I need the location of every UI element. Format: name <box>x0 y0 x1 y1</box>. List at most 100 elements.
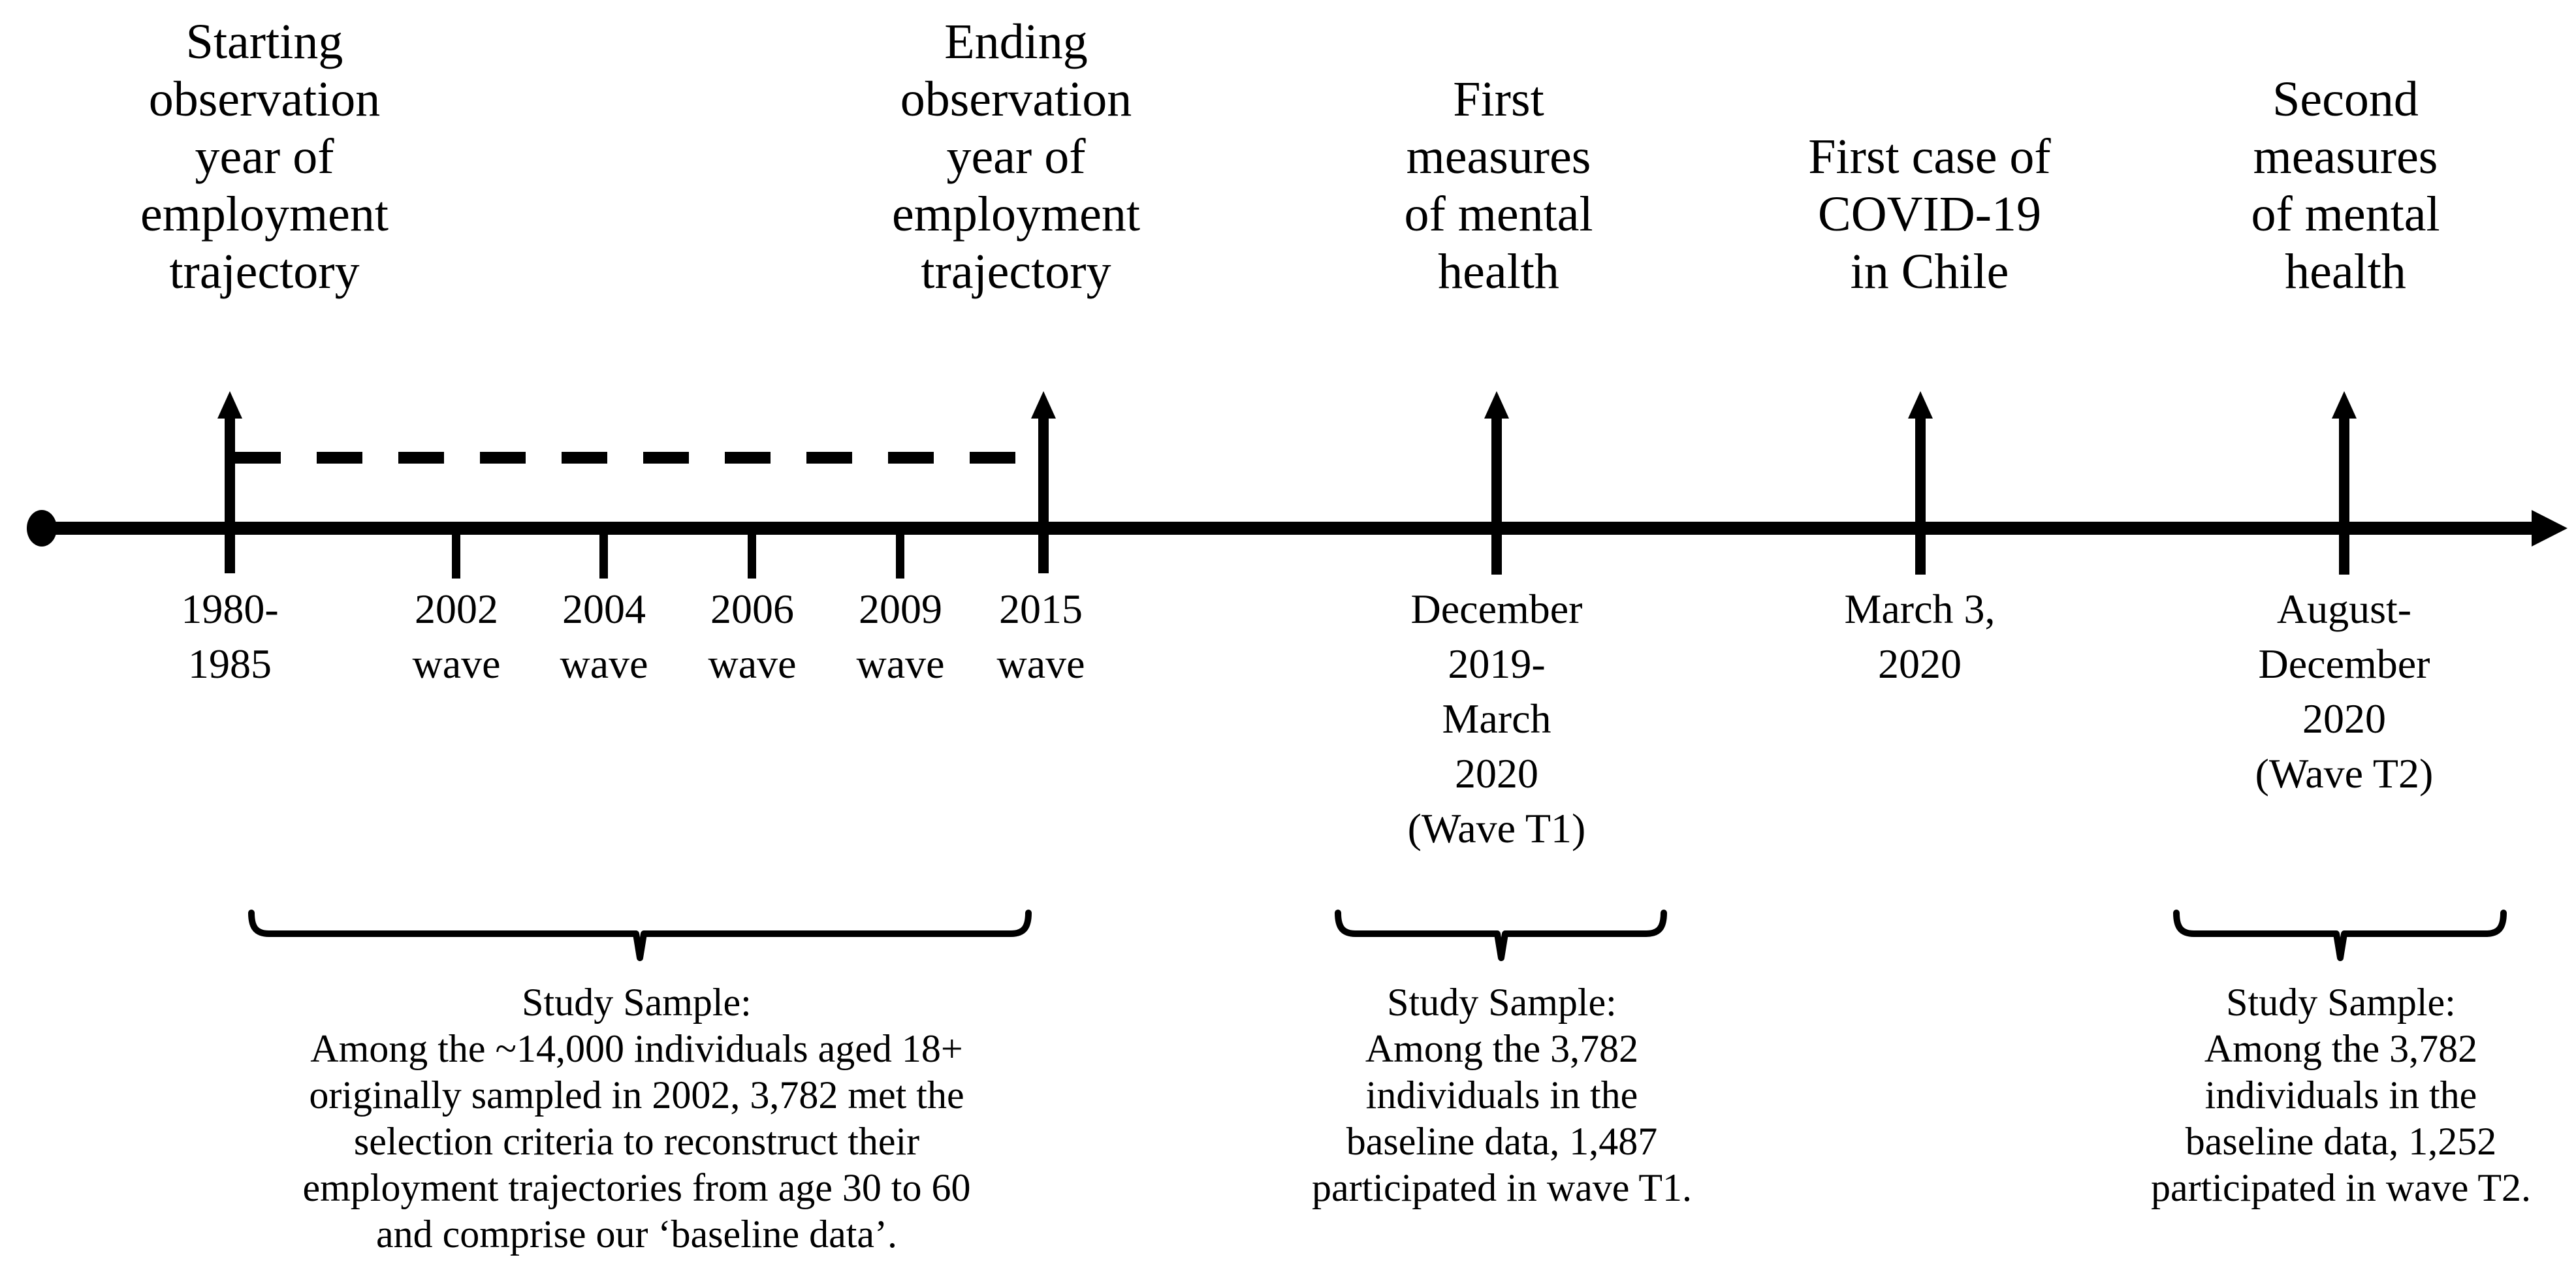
text-line: 1985 <box>188 641 272 687</box>
text-line: 2009 <box>859 586 942 632</box>
arrow-shaft <box>1038 415 1049 573</box>
text-line: employment <box>140 187 389 242</box>
note-baseline-sample: Study Sample: Among the ~14,000 individua… <box>302 979 970 1258</box>
event-arrow-wave-t1 <box>1484 391 1509 575</box>
text-line: employment trajectories from age 30 to 6… <box>302 1166 971 1209</box>
brace-baseline-sample <box>248 910 1032 961</box>
text-line: measures <box>2253 129 2438 184</box>
text-line: 2002 <box>415 586 498 632</box>
text-line: wave <box>856 641 945 687</box>
text-line: employment <box>892 187 1140 242</box>
text-line: selection criteria to reconstruct their <box>353 1120 920 1163</box>
text-line: Study Sample: <box>522 981 752 1024</box>
arrow-head <box>217 391 242 419</box>
arrow-head <box>1908 391 1933 419</box>
text-line: baseline data, 1,252 <box>2185 1120 2497 1163</box>
text-line: Among the ~14,000 individuals aged 18+ <box>310 1027 963 1070</box>
text-line: year of <box>195 129 334 184</box>
text-line: of mental <box>1404 187 1593 242</box>
text-line: December <box>1410 586 1583 632</box>
text-line: First case of <box>1808 129 2051 184</box>
text-line: 2020 <box>1455 750 1538 797</box>
tick-2002 <box>452 528 460 579</box>
text-line: Ending <box>944 14 1088 69</box>
point-label-2004-wave: 2004 wave <box>560 582 648 691</box>
text-line: 2006 <box>710 586 794 632</box>
arrow-shaft <box>1491 415 1502 575</box>
note-t2-sample: Study Sample: Among the 3,782 individuals … <box>2151 979 2531 1211</box>
text-line: Starting <box>185 14 343 69</box>
text-line: 2004 <box>562 586 646 632</box>
text-line: baseline data, 1,487 <box>1346 1120 1658 1163</box>
annotation-first-covid-case: First case of COVID-19 in Chile <box>1808 128 2050 300</box>
arrow-head <box>1031 391 1056 419</box>
timeline-axis-arrowhead <box>2532 510 2568 547</box>
text-line: First <box>1453 72 1544 127</box>
annotation-starting-observation: Starting observation year of employment traj… <box>140 13 389 300</box>
event-arrow-2015 <box>1031 391 1056 573</box>
brace-t2-sample <box>2173 910 2507 961</box>
annotation-second-measures: Second measures of mental health <box>2251 71 2440 300</box>
text-line: March <box>1442 695 1551 742</box>
text-line: wave <box>412 641 501 687</box>
text-line: wave <box>708 641 797 687</box>
arrow-head <box>2332 391 2357 419</box>
text-line: observation <box>900 72 1132 127</box>
point-label-wave-t2: August- December 2020 (Wave T2) <box>2255 582 2434 801</box>
text-line: Among the 3,782 <box>2204 1027 2478 1070</box>
text-line: 2019- <box>1448 641 1546 687</box>
point-label-2009-wave: 2009 wave <box>856 582 944 691</box>
text-line: March 3, <box>1844 586 1996 632</box>
text-line: Among the 3,782 <box>1365 1027 1639 1070</box>
brace-t1-sample <box>1335 910 1667 961</box>
arrow-shaft <box>1915 415 1926 575</box>
timeline-axis <box>29 522 2532 535</box>
arrow-head <box>1484 391 1509 419</box>
annotation-first-measures: First measures of mental health <box>1404 71 1593 300</box>
text-line: December <box>2258 641 2430 687</box>
text-line: (Wave T1) <box>1407 805 1586 851</box>
text-line: observation <box>148 72 381 127</box>
text-line: in Chile <box>1850 244 2009 299</box>
arrow-shaft <box>225 415 235 573</box>
note-t1-sample: Study Sample: Among the 3,782 individuals … <box>1312 979 1692 1211</box>
event-arrow-covid-chile <box>1908 391 1933 575</box>
text-line: 2020 <box>1878 641 1962 687</box>
text-line: and comprise our ‘baseline data’. <box>375 1213 898 1256</box>
text-line: COVID-19 <box>1818 187 2041 242</box>
text-line: participated in wave T2. <box>2150 1166 2532 1209</box>
text-line: 1980- <box>181 586 279 632</box>
point-label-2015-wave: 2015 wave <box>996 582 1085 691</box>
arrow-shaft <box>2339 415 2349 575</box>
text-line: 2020 <box>2302 695 2386 742</box>
annotation-ending-observation: Ending observation year of employment trajec… <box>892 13 1140 300</box>
point-label-2002-wave: 2002 wave <box>412 582 500 691</box>
event-arrow-1980-1985 <box>217 391 242 573</box>
point-label-2006-wave: 2006 wave <box>708 582 796 691</box>
text-line: August- <box>2276 586 2412 632</box>
text-line: participated in wave T1. <box>1311 1166 1693 1209</box>
text-line: of mental <box>2251 187 2440 242</box>
text-line: health <box>1438 244 1559 299</box>
point-label-wave-t1: December 2019- March 2020 (Wave T1) <box>1408 582 1586 856</box>
text-line: originally sampled in 2002, 3,782 met th… <box>309 1073 964 1117</box>
text-line: trajectory <box>169 244 360 299</box>
text-line: Study Sample: <box>2226 981 2456 1024</box>
text-line: individuals in the <box>2204 1073 2477 1117</box>
text-line: year of <box>946 129 1086 184</box>
tick-2004 <box>599 528 608 579</box>
event-arrow-wave-t2 <box>2332 391 2357 575</box>
tick-2006 <box>748 528 756 579</box>
text-line: 2015 <box>999 586 1083 632</box>
text-line: wave <box>996 641 1085 687</box>
point-label-covid-chile: March 3, 2020 <box>1844 582 1995 691</box>
tick-2009 <box>896 528 904 579</box>
text-line: Study Sample: <box>1387 981 1617 1024</box>
point-label-1980-1985: 1980- 1985 <box>181 582 278 691</box>
text-line: measures <box>1406 129 1591 184</box>
text-line: health <box>2285 244 2406 299</box>
text-line: Second <box>2272 72 2419 127</box>
text-line: wave <box>560 641 648 687</box>
